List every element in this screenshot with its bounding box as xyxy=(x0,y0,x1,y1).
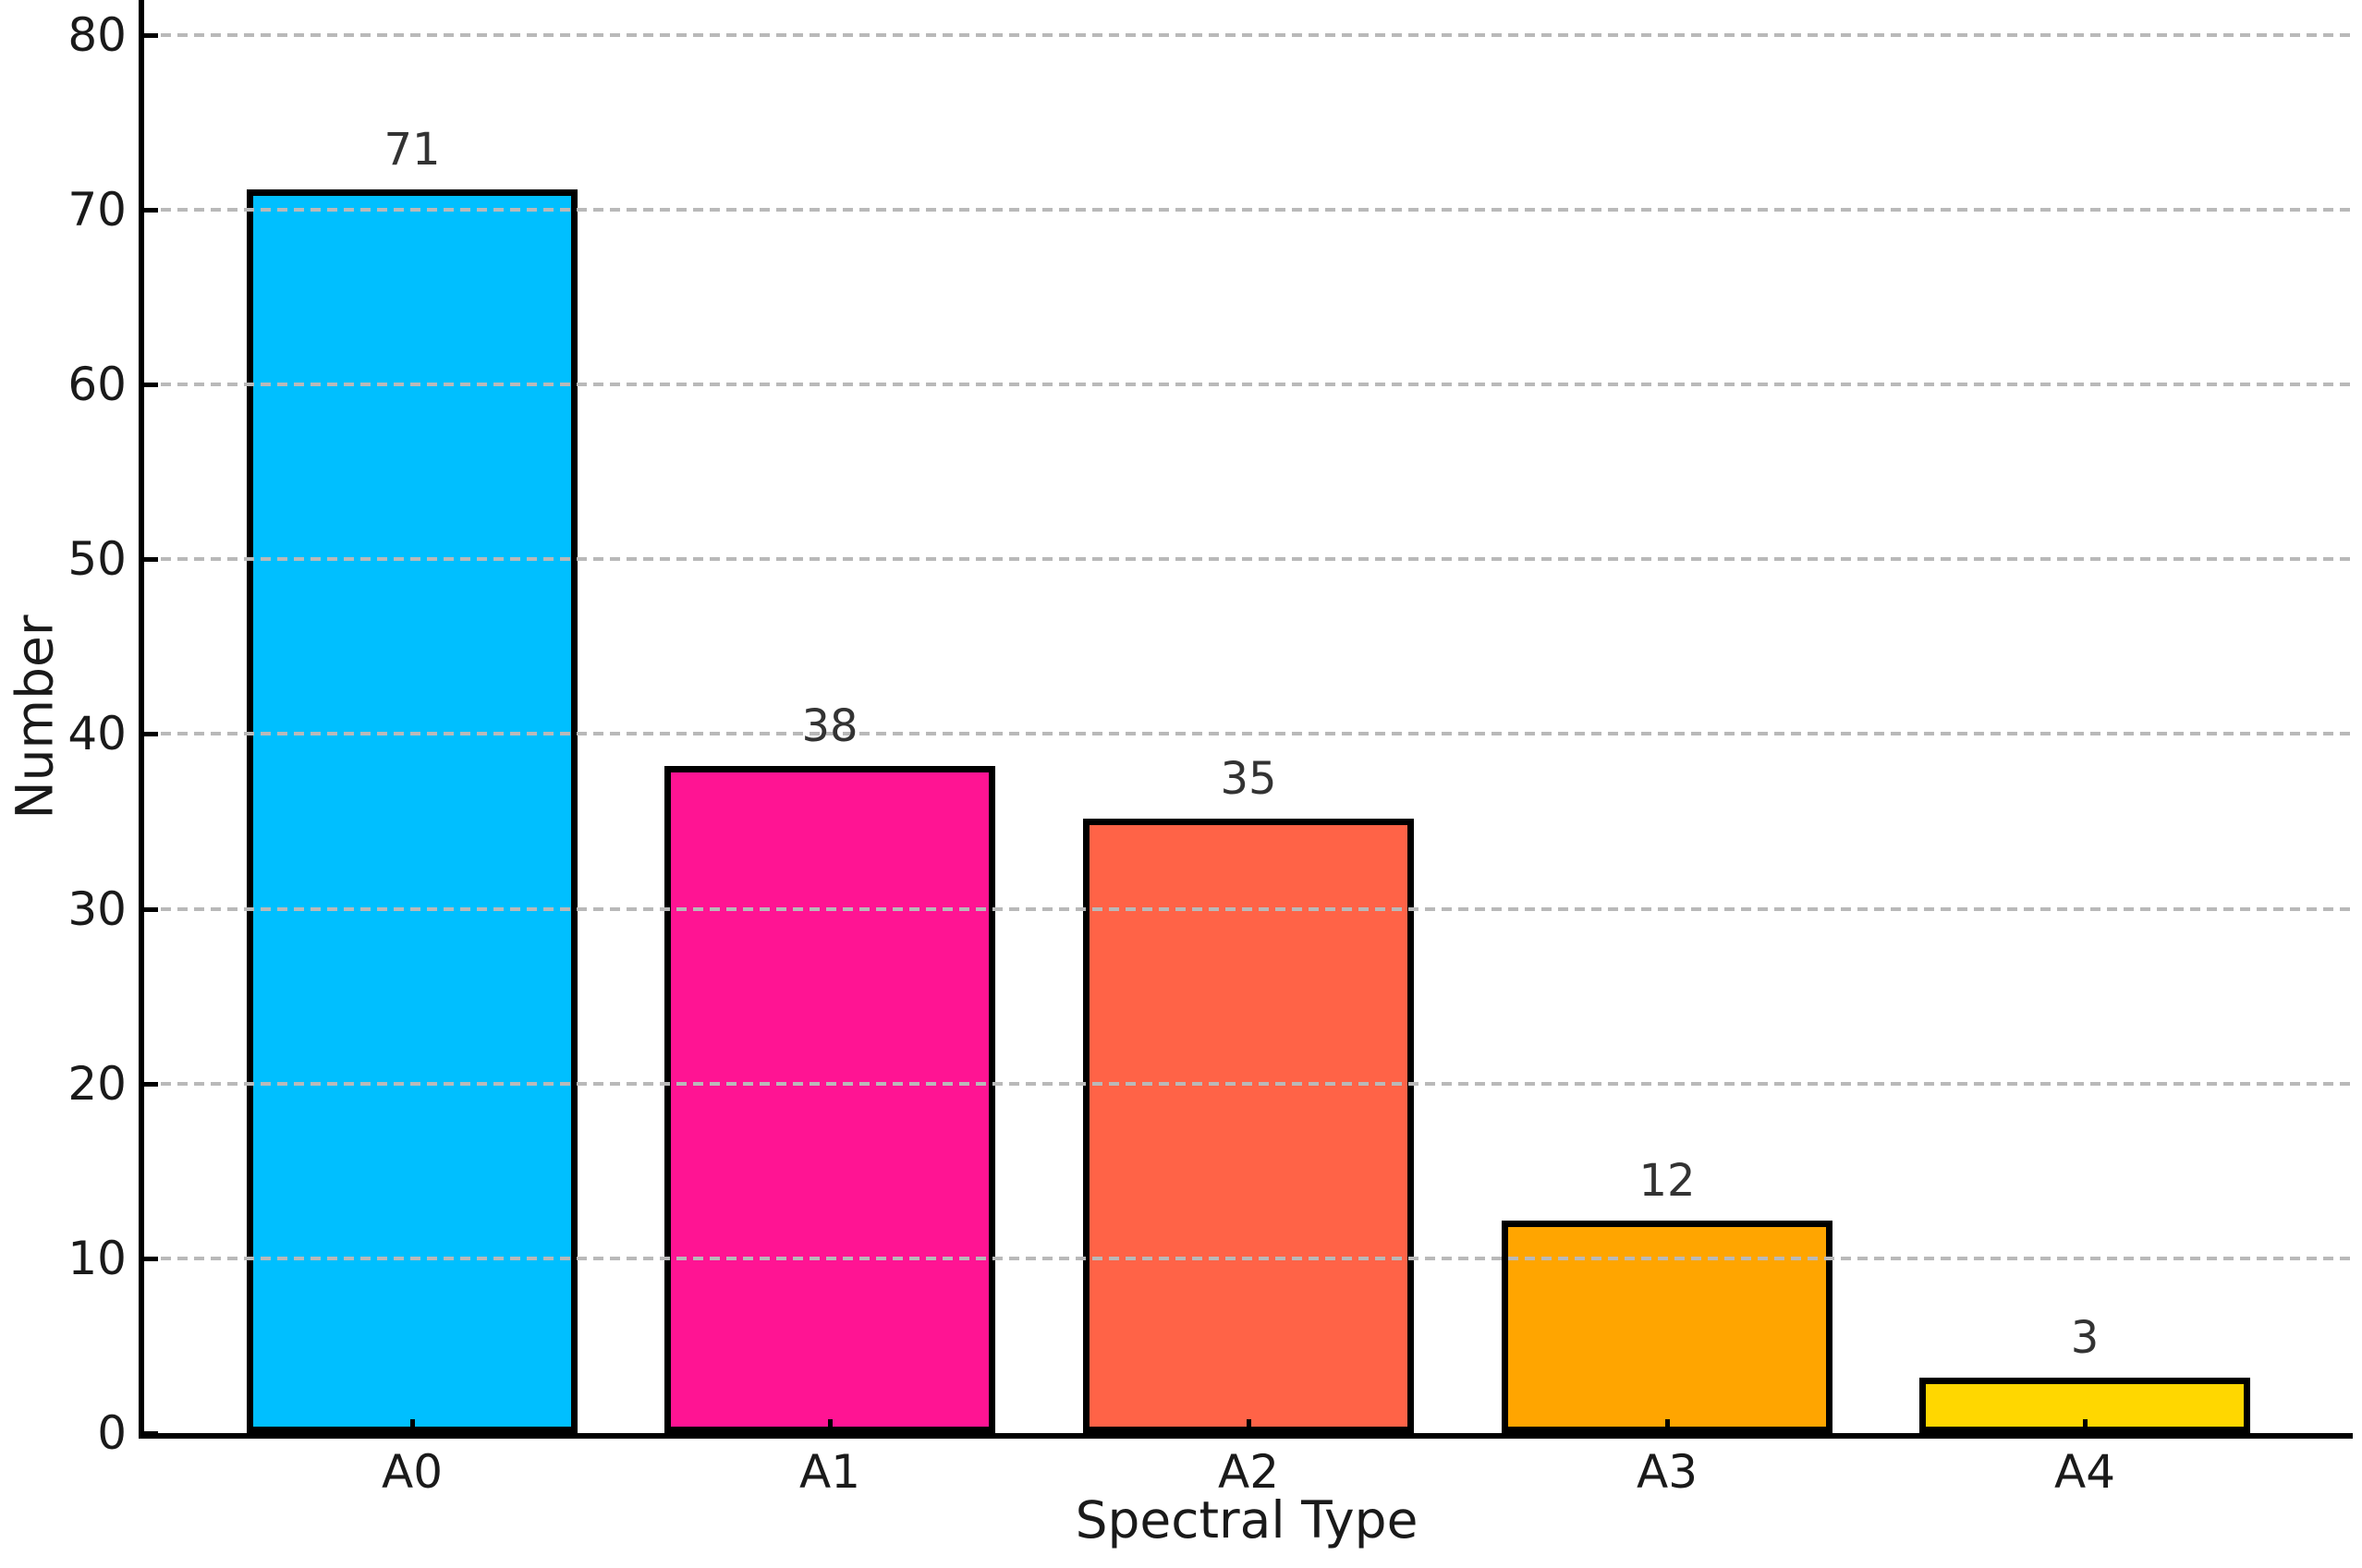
y-tick-label-20: 20 xyxy=(67,1057,127,1111)
y-tick-10 xyxy=(144,1257,158,1261)
y-tick-0 xyxy=(144,1431,158,1436)
y-tick-label-80: 80 xyxy=(67,8,127,62)
x-tick-label-A2: A2 xyxy=(1217,1445,1279,1499)
y-tick-40 xyxy=(144,732,158,736)
y-tick-label-60: 60 xyxy=(67,358,127,411)
y-tick-label-0: 0 xyxy=(97,1406,127,1460)
x-tick-A1 xyxy=(828,1419,833,1433)
bar-value-label-A0: 71 xyxy=(384,124,441,176)
y-tick-label-10: 10 xyxy=(67,1232,127,1285)
gridline-70 xyxy=(144,208,2353,212)
bar-value-label-A3: 12 xyxy=(1638,1155,1696,1207)
x-tick-label-A3: A3 xyxy=(1636,1445,1698,1499)
gridline-50 xyxy=(144,557,2353,561)
gridline-80 xyxy=(144,33,2353,37)
gridline-40 xyxy=(144,732,2353,735)
y-tick-70 xyxy=(144,208,158,213)
bar-A1 xyxy=(664,766,995,1433)
y-tick-20 xyxy=(144,1082,158,1087)
gridline-30 xyxy=(144,907,2353,911)
y-tick-label-40: 40 xyxy=(67,707,127,760)
bar-A2 xyxy=(1083,819,1414,1433)
bar-value-label-A2: 35 xyxy=(1220,753,1277,805)
gridline-60 xyxy=(144,383,2353,386)
x-axis-title: Spectral Type xyxy=(1075,1490,1418,1550)
y-tick-label-30: 30 xyxy=(67,882,127,936)
y-tick-label-70: 70 xyxy=(67,183,127,237)
y-tick-label-50: 50 xyxy=(67,532,127,586)
x-tick-A0 xyxy=(410,1419,415,1433)
y-tick-30 xyxy=(144,907,158,912)
bar-A0 xyxy=(247,189,578,1433)
gridline-20 xyxy=(144,1082,2353,1086)
bar-A3 xyxy=(1502,1221,1832,1433)
plot-area: 71 38 35 12 3 xyxy=(139,0,2353,1439)
x-tick-label-A1: A1 xyxy=(798,1445,860,1499)
x-tick-label-A0: A0 xyxy=(381,1445,443,1499)
x-tick-A4 xyxy=(2083,1419,2088,1433)
y-axis-title: Number xyxy=(5,614,65,820)
y-tick-60 xyxy=(144,383,158,387)
bar-value-label-A4: 3 xyxy=(2070,1312,2100,1364)
x-tick-A2 xyxy=(1247,1419,1251,1433)
gridline-10 xyxy=(144,1257,2353,1260)
x-tick-label-A4: A4 xyxy=(2053,1445,2115,1499)
y-tick-80 xyxy=(144,33,158,38)
bar-value-label-A1: 38 xyxy=(801,700,858,752)
x-tick-A3 xyxy=(1665,1419,1670,1433)
y-tick-50 xyxy=(144,557,158,562)
